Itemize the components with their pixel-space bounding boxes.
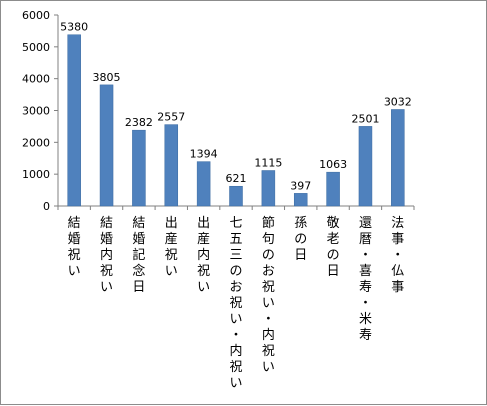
- data-label: 2501: [351, 112, 379, 125]
- data-label: 2557: [157, 111, 185, 124]
- bars: [67, 34, 405, 207]
- category-label: 結婚内祝い: [100, 216, 113, 295]
- category-label: 七五三のお祝い・内祝い: [229, 216, 242, 391]
- data-label: 1115: [254, 157, 282, 170]
- bar: [358, 126, 373, 207]
- data-label: 3032: [384, 95, 412, 108]
- y-tick-label: 4000: [22, 73, 50, 86]
- bar: [229, 185, 243, 207]
- data-labels: 5380 3805 2382 2557 1394 621 1115 397 1063 2501 30…: [60, 21, 412, 193]
- category-label: 結婚祝い: [68, 216, 81, 279]
- bar: [164, 124, 179, 207]
- data-label: 1394: [190, 148, 218, 161]
- bar: [326, 171, 340, 207]
- bar: [293, 193, 308, 207]
- bar: [99, 84, 114, 207]
- data-label: 397: [290, 179, 311, 192]
- y-tick-label: 1000: [22, 168, 50, 181]
- y-tick-label: 2000: [22, 136, 50, 149]
- y-tick-label: 0: [43, 200, 50, 213]
- y-tick-label: 6000: [22, 9, 50, 22]
- category-label: 結婚記念日: [132, 216, 145, 295]
- category-label: 法事・仏事: [391, 216, 404, 295]
- category-label: 敬老の日: [327, 215, 340, 279]
- bar: [391, 109, 405, 207]
- y-tick-label: 3000: [22, 105, 50, 118]
- y-tick-label: 5000: [22, 41, 50, 54]
- data-label: 621: [226, 172, 247, 185]
- category-labels: 結婚祝い 結婚内祝い 結婚記念日 出産祝い 出産内祝い 七五三のお祝い・内祝い 節句のお祝い…: [68, 215, 405, 391]
- data-label: 1063: [319, 158, 347, 171]
- bar: [261, 170, 276, 207]
- x-axis: [57, 205, 415, 210]
- data-label: 2382: [125, 116, 153, 129]
- category-label: 還暦・喜寿・米寿: [359, 216, 372, 343]
- category-label: 節句のお祝い・内祝い: [262, 216, 275, 375]
- data-label: 3805: [93, 71, 121, 84]
- category-label: 孫の日: [294, 216, 307, 263]
- data-label: 5380: [60, 21, 88, 34]
- category-label: 出産祝い: [165, 216, 178, 279]
- bar: [67, 34, 81, 207]
- bar: [132, 129, 146, 207]
- y-axis: 0 1000 2000 3000 4000 5000 6000: [22, 9, 59, 213]
- category-label: 出産内祝い: [197, 216, 210, 295]
- bar: [196, 161, 211, 207]
